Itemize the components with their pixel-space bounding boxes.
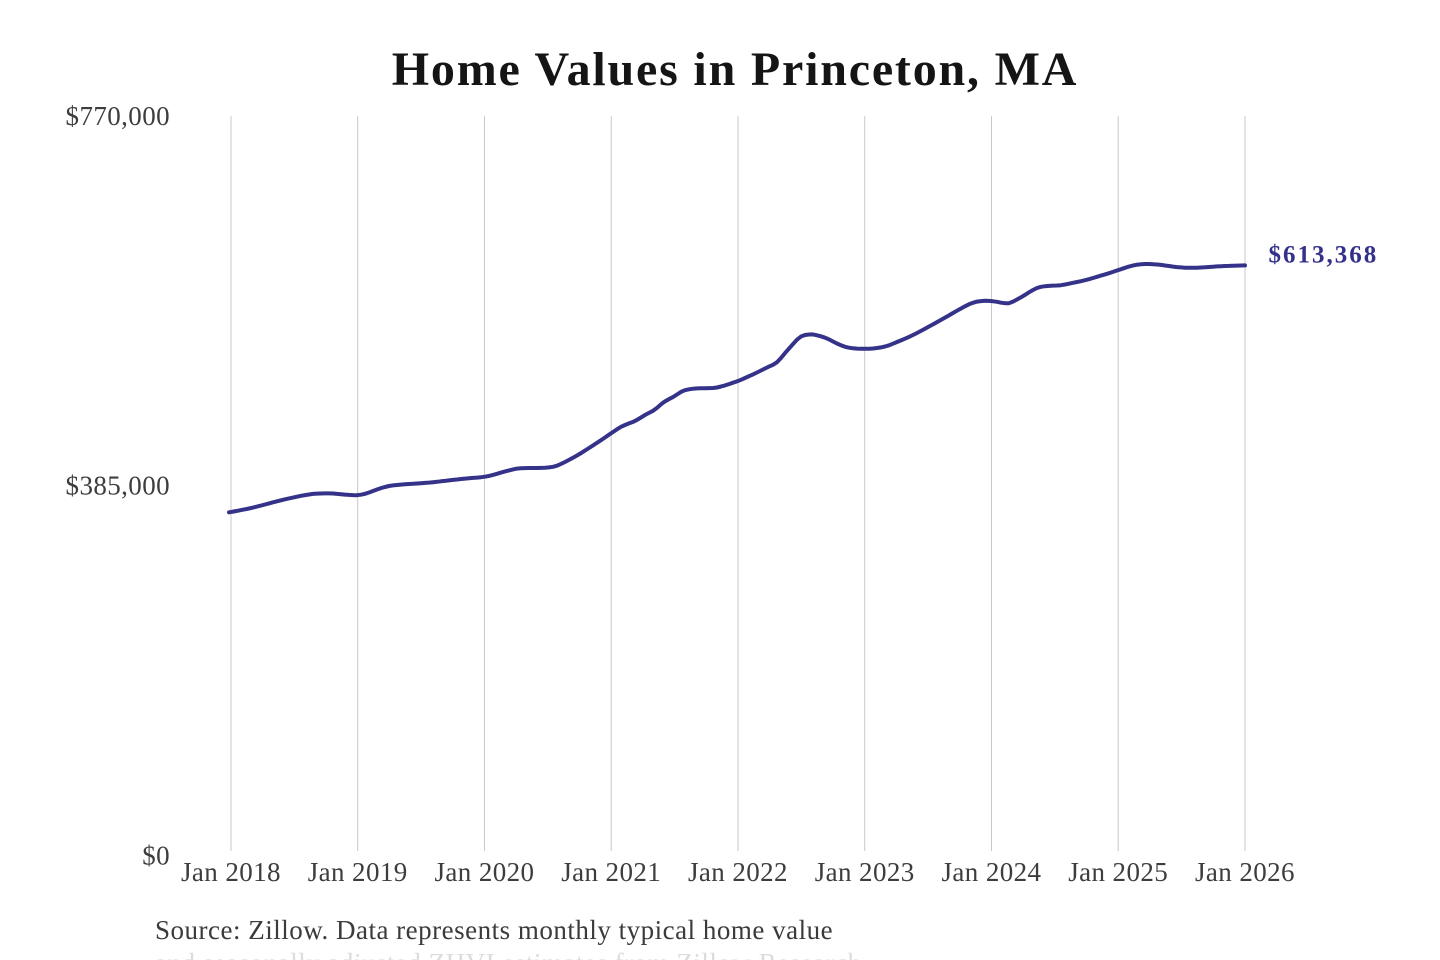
svg-text:$613,368: $613,368 (1269, 242, 1379, 269)
svg-text:$0: $0 (142, 840, 170, 870)
svg-text:Home Values in Princeton, MA: Home Values in Princeton, MA (392, 43, 1078, 96)
svg-text:Source: Zillow. Data represent: Source: Zillow. Data represents monthly … (155, 915, 833, 945)
svg-text:Jan 2024: Jan 2024 (942, 857, 1042, 887)
svg-text:Jan 2020: Jan 2020 (435, 857, 535, 887)
svg-text:Jan 2022: Jan 2022 (688, 857, 788, 887)
svg-text:$770,000: $770,000 (66, 101, 170, 131)
svg-text:Jan 2018: Jan 2018 (181, 857, 281, 887)
svg-text:and seasonally adjusted ZHVI e: and seasonally adjusted ZHVI estimates f… (155, 948, 862, 960)
svg-text:Jan 2023: Jan 2023 (815, 857, 915, 887)
svg-text:Jan 2021: Jan 2021 (561, 857, 661, 887)
svg-text:Jan 2019: Jan 2019 (308, 857, 408, 887)
svg-text:Jan 2025: Jan 2025 (1068, 857, 1168, 887)
svg-text:Jan 2026: Jan 2026 (1195, 857, 1295, 887)
svg-text:$385,000: $385,000 (66, 471, 170, 501)
